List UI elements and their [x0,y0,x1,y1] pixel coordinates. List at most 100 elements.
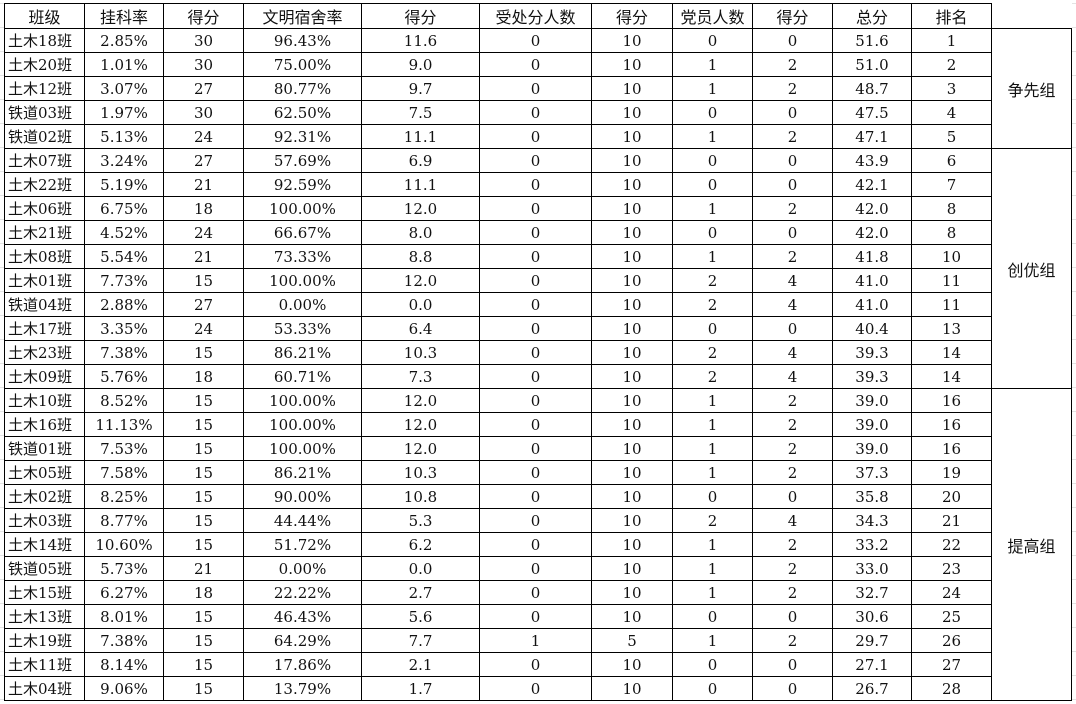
cell-party-score[interactable]: 0 [752,316,833,341]
cell-dorm-rate[interactable]: 100.00% [243,388,362,413]
cell-class[interactable]: 土木22班 [4,172,85,197]
cell-fail-score[interactable]: 15 [163,532,244,557]
cell-penalty-count[interactable]: 1 [479,628,592,653]
cell-rank[interactable]: 11 [911,292,992,317]
cell-fail-rate[interactable]: 8.01% [84,604,164,629]
cell-rank[interactable]: 20 [911,484,992,509]
cell-fail-rate[interactable]: 5.54% [84,244,164,269]
header-dorm-score[interactable]: 得分 [361,3,480,29]
cell-penalty-count[interactable]: 0 [479,364,592,389]
cell-penalty-score[interactable]: 10 [591,484,673,509]
cell-party-count[interactable]: 1 [672,412,753,437]
cell-fail-rate[interactable]: 5.19% [84,172,164,197]
cell-class[interactable]: 土木16班 [4,412,85,437]
cell-party-score[interactable]: 2 [752,388,833,413]
cell-rank[interactable]: 7 [911,172,992,197]
cell-party-count[interactable]: 0 [672,652,753,677]
cell-party-count[interactable]: 1 [672,532,753,557]
cell-party-count[interactable]: 0 [672,484,753,509]
cell-dorm-rate[interactable]: 0.00% [243,292,362,317]
cell-dorm-rate[interactable]: 100.00% [243,268,362,293]
cell-dorm-rate[interactable]: 100.00% [243,412,362,437]
cell-fail-rate[interactable]: 3.07% [84,76,164,101]
cell-class[interactable]: 土木02班 [4,484,85,509]
cell-dorm-score[interactable]: 10.3 [361,340,480,365]
cell-dorm-score[interactable]: 2.7 [361,580,480,605]
cell-class[interactable]: 土木01班 [4,268,85,293]
cell-fail-rate[interactable]: 8.77% [84,508,164,533]
cell-fail-score[interactable]: 18 [163,580,244,605]
cell-total[interactable]: 26.7 [832,676,912,701]
cell-dorm-rate[interactable]: 62.50% [243,100,362,125]
cell-party-count[interactable]: 0 [672,220,753,245]
cell-total[interactable]: 39.0 [832,436,912,461]
cell-penalty-count[interactable]: 0 [479,124,592,149]
cell-fail-score[interactable]: 18 [163,196,244,221]
cell-fail-rate[interactable]: 3.24% [84,148,164,173]
cell-party-count[interactable]: 1 [672,556,753,581]
cell-rank[interactable]: 3 [911,76,992,101]
header-fail-score[interactable]: 得分 [163,3,244,29]
cell-party-score[interactable]: 2 [752,436,833,461]
cell-party-count[interactable]: 0 [672,28,753,53]
cell-fail-rate[interactable]: 6.75% [84,196,164,221]
group-cell[interactable]: 创优组 [991,148,1072,389]
cell-dorm-score[interactable]: 6.9 [361,148,480,173]
cell-rank[interactable]: 1 [911,28,992,53]
cell-party-score[interactable]: 0 [752,676,833,701]
group-cell[interactable]: 争先组 [991,28,1072,149]
cell-party-score[interactable]: 4 [752,508,833,533]
cell-party-score[interactable]: 0 [752,148,833,173]
cell-penalty-count[interactable]: 0 [479,508,592,533]
cell-rank[interactable]: 4 [911,100,992,125]
header-party-count[interactable]: 党员人数 [672,3,753,29]
cell-party-score[interactable]: 4 [752,268,833,293]
cell-party-count[interactable]: 0 [672,316,753,341]
cell-dorm-rate[interactable]: 100.00% [243,436,362,461]
cell-total[interactable]: 43.9 [832,148,912,173]
cell-rank[interactable]: 16 [911,412,992,437]
cell-total[interactable]: 37.3 [832,460,912,485]
cell-total[interactable]: 32.7 [832,580,912,605]
cell-party-score[interactable]: 4 [752,364,833,389]
cell-party-score[interactable]: 0 [752,220,833,245]
cell-fail-rate[interactable]: 3.35% [84,316,164,341]
cell-dorm-rate[interactable]: 22.22% [243,580,362,605]
header-penalty-count[interactable]: 受处分人数 [479,3,592,29]
cell-dorm-score[interactable]: 7.3 [361,364,480,389]
cell-dorm-rate[interactable]: 86.21% [243,460,362,485]
cell-dorm-rate[interactable]: 53.33% [243,316,362,341]
cell-penalty-score[interactable]: 10 [591,388,673,413]
cell-penalty-score[interactable]: 10 [591,460,673,485]
cell-dorm-rate[interactable]: 92.59% [243,172,362,197]
cell-penalty-count[interactable]: 0 [479,76,592,101]
cell-party-count[interactable]: 0 [672,604,753,629]
cell-class[interactable]: 土木05班 [4,460,85,485]
cell-fail-rate[interactable]: 8.52% [84,388,164,413]
cell-total[interactable]: 48.7 [832,76,912,101]
cell-class[interactable]: 土木14班 [4,532,85,557]
cell-dorm-rate[interactable]: 44.44% [243,508,362,533]
cell-party-score[interactable]: 2 [752,196,833,221]
cell-party-score[interactable]: 2 [752,52,833,77]
cell-fail-rate[interactable]: 5.13% [84,124,164,149]
cell-fail-rate[interactable]: 10.60% [84,532,164,557]
cell-penalty-count[interactable]: 0 [479,412,592,437]
cell-penalty-count[interactable]: 0 [479,52,592,77]
cell-party-score[interactable]: 2 [752,76,833,101]
cell-party-count[interactable]: 1 [672,52,753,77]
cell-rank[interactable]: 16 [911,436,992,461]
cell-party-count[interactable]: 0 [672,172,753,197]
cell-class[interactable]: 土木15班 [4,580,85,605]
cell-party-score[interactable]: 2 [752,532,833,557]
cell-penalty-score[interactable]: 10 [591,364,673,389]
cell-rank[interactable]: 14 [911,364,992,389]
cell-fail-rate[interactable]: 2.88% [84,292,164,317]
cell-penalty-score[interactable]: 10 [591,412,673,437]
cell-fail-score[interactable]: 15 [163,460,244,485]
cell-penalty-score[interactable]: 10 [591,340,673,365]
cell-rank[interactable]: 16 [911,388,992,413]
cell-penalty-count[interactable]: 0 [479,436,592,461]
cell-fail-score[interactable]: 15 [163,652,244,677]
cell-total[interactable]: 42.1 [832,172,912,197]
